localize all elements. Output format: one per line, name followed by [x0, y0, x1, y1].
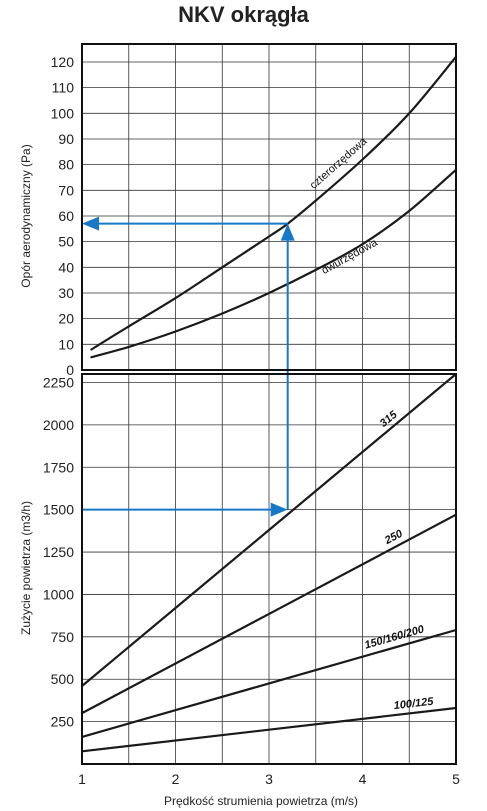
curve-dwurz-dowa — [90, 168, 458, 359]
y-tick-label-pressure: 30 — [58, 285, 74, 301]
x-axis-label: Prędkość strumienia powietrza (m/s) — [164, 794, 358, 808]
curve-label: 100/125 — [393, 696, 435, 713]
plot-frames — [81, 43, 457, 765]
y-tick-label-pressure: 20 — [58, 311, 74, 327]
y-tick-label-flow: 250 — [51, 714, 75, 730]
reading-arrows — [82, 216, 295, 517]
curve-labels: czterorzędowadwurzędowa315250150/160/200… — [308, 135, 435, 712]
x-tick-label: 3 — [265, 771, 273, 787]
y-tick-label-flow: 750 — [51, 629, 75, 645]
y-tick-label-flow: 1000 — [43, 586, 74, 602]
plot-frame-flow — [81, 373, 457, 765]
y-tick-label-pressure: 80 — [58, 157, 74, 173]
y-tick-label-flow: 2250 — [43, 374, 74, 390]
y-axis-label-pressure: Opór aerodynamiczny (Pa) — [19, 144, 33, 287]
arrow-head-left — [82, 216, 99, 231]
curve-czterorz-dowa — [90, 55, 458, 351]
y-tick-label-pressure: 60 — [58, 208, 74, 224]
y-tick-label-flow: 500 — [51, 671, 75, 687]
plot-frame-pressure — [81, 43, 457, 371]
curve-label: 315 — [378, 408, 400, 430]
y-tick-label-pressure: 70 — [58, 182, 74, 198]
grid-lines — [82, 44, 456, 764]
y-axis-label-flow: Zużycie powietrza (m3/h) — [19, 501, 33, 635]
x-tick-label: 2 — [172, 771, 180, 787]
y-tick-label-pressure: 0 — [66, 362, 74, 378]
curve-label: dwurzędowa — [320, 236, 381, 277]
curve-100-125 — [80, 706, 458, 753]
x-tick-label: 4 — [359, 771, 367, 787]
y-tick-label-pressure: 120 — [51, 54, 75, 70]
y-tick-label-flow: 2000 — [43, 417, 74, 433]
arrow-head-right — [270, 502, 288, 517]
y-tick-label-flow: 1750 — [43, 459, 74, 475]
curve-label: czterorzędowa — [308, 135, 370, 192]
chart-title: NKV okrągła — [178, 2, 309, 27]
y-tick-label-pressure: 50 — [58, 234, 74, 250]
x-tick-label: 5 — [452, 771, 460, 787]
y-tick-label-pressure: 110 — [52, 80, 75, 96]
tick-labels: 0 10 20 30 40 50 60 70 80 90 100 110 120 250 500 750 100… — [43, 54, 460, 787]
y-tick-label-pressure: 100 — [51, 105, 75, 121]
y-tick-label-flow: 1500 — [43, 502, 74, 518]
x-tick-label: 1 — [78, 771, 86, 787]
curve-250 — [80, 513, 458, 715]
y-tick-label-pressure: 90 — [58, 131, 74, 147]
y-tick-label-pressure: 10 — [58, 336, 74, 352]
arrow-head-up — [280, 223, 295, 241]
curve-315 — [80, 372, 458, 688]
curve-150-160-200 — [80, 628, 458, 738]
y-tick-label-flow: 1250 — [43, 544, 74, 560]
y-tick-label-pressure: 40 — [58, 259, 74, 275]
curves — [80, 55, 458, 753]
